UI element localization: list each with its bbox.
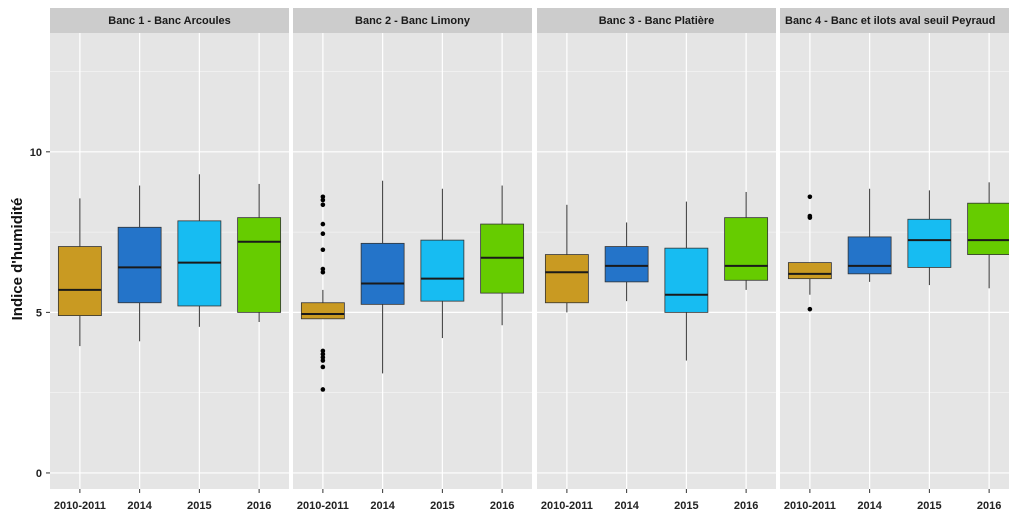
box-body	[360, 242, 405, 305]
x-tick-label: 2010-2011	[54, 500, 106, 511]
box-2010-2011	[300, 194, 345, 392]
facet-panel: Banc 3 - Banc Platière 2010-2011 2014 2015 2…	[537, 8, 776, 511]
outlier-point	[320, 202, 326, 208]
box-body	[847, 236, 892, 275]
facet-strip	[537, 8, 776, 33]
facet-strip	[293, 8, 532, 33]
box-body	[237, 217, 282, 313]
outlier-point	[320, 351, 326, 357]
box-2015	[177, 174, 222, 327]
facets: Banc 1 - Banc Arcoules 2010-2011 2014 2015 2…	[50, 8, 1009, 511]
box-2015	[664, 201, 709, 361]
x-tick-label: 2010-2011	[541, 500, 593, 511]
y-tick-label: 10	[30, 147, 42, 159]
box-body	[117, 226, 162, 304]
box-body	[967, 202, 1009, 255]
x-tick-label: 2014	[614, 500, 639, 511]
facet-strip-label: Banc 4 - Banc et ilots aval seuil Peyrau…	[785, 15, 995, 27]
box-body	[300, 302, 345, 320]
x-tick-label: 2010-2011	[297, 500, 349, 511]
outlier-point	[320, 221, 326, 227]
box-2014	[847, 188, 892, 282]
outlier-point	[320, 231, 326, 237]
x-tick-label: 2015	[917, 500, 941, 511]
box-2016	[967, 182, 1009, 289]
box-2014	[604, 222, 649, 302]
box-body	[664, 247, 709, 313]
outlier-point	[320, 358, 326, 363]
box-2010-2011	[57, 198, 102, 347]
outlier-point	[320, 266, 326, 272]
outlier-point	[807, 306, 813, 312]
y-axis: 0 5 10	[30, 147, 50, 480]
y-tick-label: 0	[36, 468, 42, 480]
outlier-point	[320, 247, 326, 253]
box-2015	[907, 190, 952, 286]
x-tick-label: 2015	[674, 500, 698, 511]
box-2014	[117, 185, 162, 342]
x-tick-label: 2014	[370, 500, 395, 511]
box-2010-2011	[787, 194, 832, 312]
outlier-point	[320, 348, 326, 354]
box-2016	[480, 185, 525, 326]
x-tick-label: 2015	[187, 500, 211, 511]
x-tick-label: 2016	[490, 500, 514, 511]
box-body	[907, 218, 952, 268]
outlier-point	[320, 355, 326, 360]
box-body	[420, 239, 465, 302]
facet-panel: Banc 1 - Banc Arcoules 2010-2011 2014 2015 2…	[50, 8, 289, 511]
facet-strip-label: Banc 3 - Banc Platière	[599, 15, 715, 27]
box-body	[544, 254, 589, 304]
y-axis-title: Indice d'humidité	[9, 198, 26, 321]
x-tick-label: 2010-2011	[784, 500, 836, 511]
x-tick-label: 2014	[127, 500, 152, 511]
outlier-point	[320, 269, 326, 275]
box-2015	[420, 188, 465, 339]
box-2016	[724, 191, 769, 290]
outlier-point	[320, 194, 326, 200]
box-2010-2011	[544, 204, 589, 313]
box-body	[604, 246, 649, 283]
x-tick-label: 2014	[857, 500, 882, 511]
outlier-point	[320, 197, 326, 203]
box-body	[57, 246, 102, 316]
y-tick-label: 5	[36, 307, 42, 319]
box-2014	[360, 180, 405, 374]
outlier-point	[320, 387, 326, 392]
facet-panel: Banc 4 - Banc et ilots aval seuil Peyrau…	[780, 8, 1009, 511]
x-tick-label: 2016	[734, 500, 758, 511]
outlier-point	[807, 213, 813, 219]
facet-strip-label: Banc 2 - Banc Limony	[355, 15, 471, 27]
box-body	[724, 217, 769, 281]
box-2016	[237, 183, 282, 323]
facet-panel: Banc 2 - Banc Limony 2010-2011 2014 2015 201…	[293, 8, 532, 511]
facet-strip-label: Banc 1 - Banc Arcoules	[108, 15, 230, 27]
x-tick-label: 2016	[247, 500, 271, 511]
x-tick-label: 2015	[430, 500, 454, 511]
facet-strip	[780, 8, 1009, 33]
outlier-point	[320, 364, 326, 370]
facet-plot-area	[780, 33, 1009, 489]
x-tick-label: 2016	[977, 500, 1001, 511]
outlier-point	[807, 194, 813, 200]
facet-strip	[50, 8, 289, 33]
box-body	[787, 262, 832, 280]
